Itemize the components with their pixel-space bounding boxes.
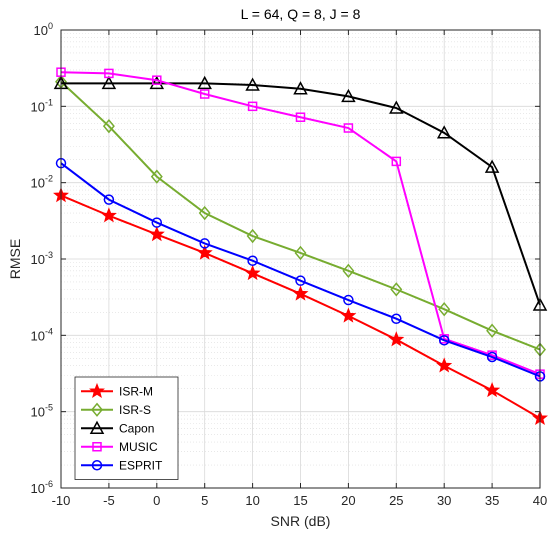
y-tick-label: 100 [34, 21, 53, 38]
data-point-music [199, 89, 210, 99]
series-line-esprit [60, 162, 541, 378]
data-point-esprit [438, 335, 450, 346]
data-point-isr-m [196, 244, 213, 260]
data-point-esprit [295, 275, 306, 286]
legend-label-music: MUSIC [119, 440, 158, 454]
data-point-isr-s [198, 205, 211, 221]
data-point-music [104, 68, 114, 79]
data-point-capon [245, 77, 260, 91]
y-tick-label: 10-5 [31, 403, 53, 420]
data-point-isr-m [436, 357, 453, 373]
data-point-capon [101, 75, 117, 90]
series-line-music [60, 71, 541, 376]
data-point-isr-m [484, 381, 501, 398]
x-tick-label: 35 [485, 493, 499, 508]
axis-ticks: -10 -5 0 5 10 15 20 25 30 35 40 10-6 10-5 10-4 10-3 10-… [31, 21, 548, 508]
data-point-isr-m [100, 207, 117, 223]
data-point-isr-s [438, 302, 451, 317]
x-tick-label: 30 [437, 493, 451, 508]
y-tick-label: 10-3 [31, 250, 53, 267]
data-point-esprit [199, 238, 210, 249]
data-point-capon [436, 125, 452, 139]
y-tick-label: 10-2 [31, 174, 53, 191]
series-layer [53, 67, 548, 426]
legend-marker-music [92, 442, 102, 452]
legend-label-esprit: ESPRIT [119, 458, 163, 472]
series-line-isr-s [60, 81, 541, 351]
legend-marker-isr-m [89, 382, 105, 399]
data-point-capon [293, 81, 308, 95]
series-esprit [55, 157, 546, 382]
data-point-capon [149, 75, 165, 90]
data-point-capon [197, 75, 212, 90]
x-axis-label: SNR (dB) [271, 513, 331, 529]
data-point-isr-s [150, 169, 163, 184]
y-axis-label: RMSE [7, 239, 23, 279]
data-point-isr-s [390, 282, 403, 297]
legend-marker-esprit [91, 460, 103, 471]
data-point-isr-m [292, 285, 309, 301]
data-point-esprit [486, 351, 498, 363]
x-tick-label: -10 [52, 493, 71, 508]
data-point-music [391, 156, 402, 167]
data-point-music [295, 112, 306, 122]
series-capon [53, 75, 548, 311]
data-point-music [247, 101, 258, 112]
data-point-capon [389, 100, 404, 114]
y-tick-label: 10-6 [31, 479, 53, 496]
data-point-esprit [343, 294, 354, 306]
x-tick-label: 20 [341, 493, 355, 508]
x-tick-label: 0 [153, 493, 160, 508]
legend-label-isr-s: ISR-S [119, 403, 151, 417]
data-point-esprit [103, 194, 115, 205]
data-point-isr-m [148, 226, 165, 242]
y-tick-label: 10-1 [31, 97, 53, 114]
data-point-isr-s [342, 263, 355, 278]
legend-marker-isr-s [91, 402, 103, 417]
x-tick-label: 10 [245, 493, 259, 508]
legend-label-capon: Capon [119, 421, 154, 435]
data-point-capon [484, 159, 500, 173]
data-point-isr-m [388, 331, 405, 347]
x-tick-label: -5 [103, 493, 115, 508]
x-tick-label: 40 [533, 493, 547, 508]
data-point-music [343, 123, 354, 133]
data-point-esprit [151, 217, 163, 228]
data-point-esprit [247, 255, 258, 266]
legend: ISR-M ISR-S Capon MUSIC ESPRIT [74, 376, 179, 480]
data-point-isr-s [486, 323, 499, 338]
x-tick-label: 5 [201, 493, 208, 508]
data-point-isr-m [244, 264, 261, 281]
data-point-isr-m [340, 307, 357, 323]
legend-label-isr-m: ISR-M [119, 384, 153, 398]
data-point-esprit [391, 313, 402, 324]
x-tick-label: 15 [293, 493, 307, 508]
y-tick-label: 10-4 [31, 326, 53, 343]
series-line-capon [61, 82, 541, 306]
data-point-isr-s [102, 118, 115, 134]
data-point-capon [341, 88, 356, 103]
data-point-music [152, 75, 162, 85]
data-point-isr-s [246, 228, 259, 244]
x-tick-label: 25 [389, 493, 403, 508]
data-point-isr-s [294, 245, 307, 261]
chart-title: L = 64, Q = 8, J = 8 [241, 6, 361, 22]
legend-marker-capon [89, 420, 105, 434]
